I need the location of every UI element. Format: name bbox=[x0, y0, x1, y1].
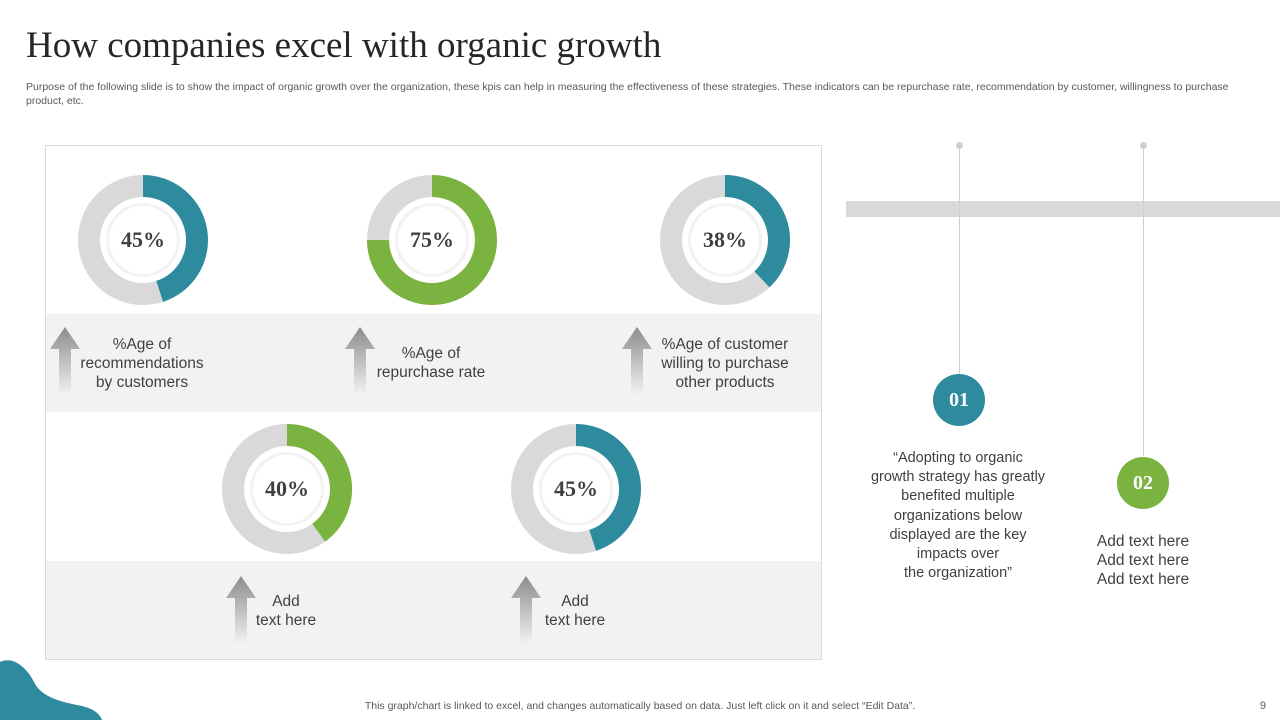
donut-value-label: 38% bbox=[703, 227, 747, 252]
kpi-caption-add-text-1: Add text here bbox=[255, 593, 317, 629]
page-title: How companies excel with organic growth bbox=[26, 25, 662, 66]
corner-wave-decoration bbox=[0, 660, 102, 720]
timeline-bar bbox=[846, 201, 1280, 217]
step-badge-01: 01 bbox=[933, 374, 985, 426]
kpi-caption-add-text-2: Add text here bbox=[544, 593, 606, 629]
donut-chart-add-text-1[interactable]: 40% bbox=[222, 424, 352, 554]
add-text-line: Add text here bbox=[1096, 552, 1190, 569]
donut-chart-add-text-2[interactable]: 45% bbox=[511, 424, 641, 554]
donut-value-label: 40% bbox=[265, 476, 309, 501]
donut-value-label: 45% bbox=[121, 227, 165, 252]
kpi-caption-willing-purchase: %Age of customer willing to purchase oth… bbox=[661, 335, 789, 391]
add-text-line: Add text here bbox=[1096, 533, 1190, 550]
up-arrow-icon bbox=[50, 327, 80, 395]
donut-center bbox=[691, 206, 759, 274]
donut-segment bbox=[724, 175, 790, 288]
page-subtitle: Purpose of the following slide is to sho… bbox=[26, 81, 1229, 107]
kpi-panel: 45% 75% 38% 40% 45% %Age of recommendati… bbox=[45, 145, 822, 660]
quote-text: “Adopting to organic growth strategy has… bbox=[870, 450, 1046, 582]
timeline-dot bbox=[1140, 142, 1147, 149]
donut-chart-recommendations[interactable]: 45% bbox=[78, 175, 208, 305]
donut-chart-willing-purchase[interactable]: 38% bbox=[660, 175, 790, 305]
add-text-line: Add text here bbox=[1096, 571, 1190, 588]
timeline-connector bbox=[1143, 146, 1144, 456]
donut-chart-repurchase[interactable]: 75% bbox=[367, 175, 497, 305]
add-text-list: Add text here Add text here Add text her… bbox=[1083, 532, 1203, 589]
donut-center bbox=[109, 206, 177, 274]
timeline-dot bbox=[956, 142, 963, 149]
kpi-caption-recommendations: %Age of recommendations by customers bbox=[80, 335, 204, 391]
timeline-connector bbox=[959, 146, 960, 374]
donut-center bbox=[542, 455, 610, 523]
donut-inner-ring bbox=[683, 198, 767, 282]
donut-inner-ring bbox=[101, 198, 185, 282]
kpi-caption-repurchase: %Age of repurchase rate bbox=[376, 345, 486, 381]
donut-value-label: 75% bbox=[410, 227, 454, 252]
caption-band-bottom bbox=[46, 561, 821, 659]
donut-center bbox=[398, 206, 466, 274]
donut-inner-ring bbox=[390, 198, 474, 282]
up-arrow-icon bbox=[511, 576, 541, 644]
page-number: 9 bbox=[1259, 700, 1266, 712]
donut-center bbox=[253, 455, 321, 523]
up-arrow-icon bbox=[345, 327, 375, 395]
donut-inner-ring bbox=[245, 447, 329, 531]
footer-note: This graph/chart is linked to excel, and… bbox=[364, 700, 916, 712]
donut-segment bbox=[142, 175, 208, 302]
up-arrow-icon bbox=[622, 327, 652, 395]
donut-segment bbox=[575, 424, 641, 551]
donut-inner-ring bbox=[534, 447, 618, 531]
up-arrow-icon bbox=[226, 576, 256, 644]
donut-value-label: 45% bbox=[554, 476, 598, 501]
step-badge-02: 02 bbox=[1117, 457, 1169, 509]
donut-segment bbox=[286, 424, 352, 542]
donut-segment bbox=[367, 175, 497, 305]
caption-band-top bbox=[46, 314, 821, 412]
